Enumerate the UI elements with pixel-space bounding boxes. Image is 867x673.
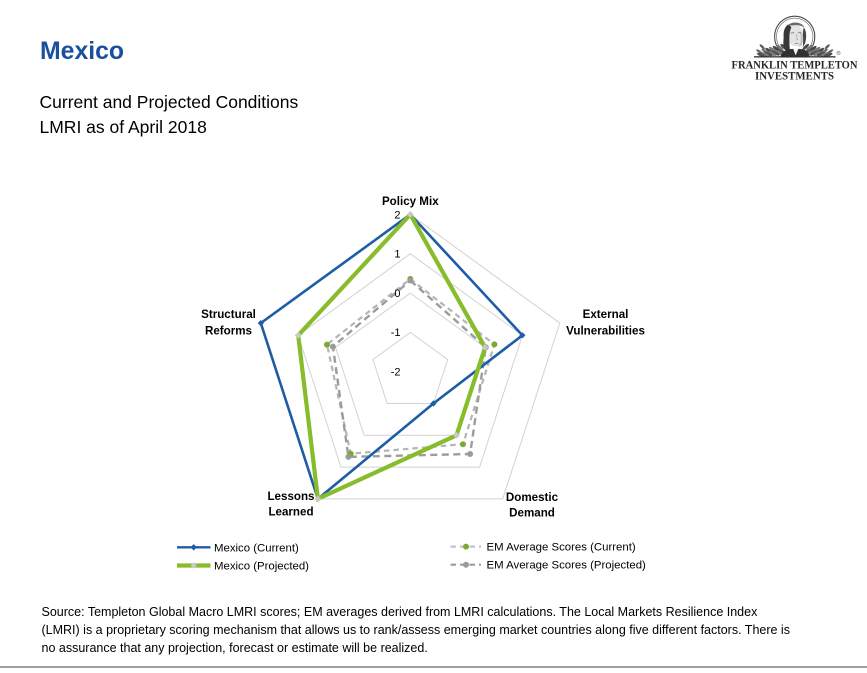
svg-text:External: External bbox=[583, 308, 629, 321]
svg-text:Learned: Learned bbox=[268, 506, 313, 519]
svg-text:EM Average Scores (Projected): EM Average Scores (Projected) bbox=[487, 560, 647, 572]
svg-text:Structural: Structural bbox=[201, 308, 256, 321]
svg-text:0: 0 bbox=[394, 288, 400, 300]
svg-text:Vulnerabilities: Vulnerabilities bbox=[566, 324, 645, 337]
svg-text:Lessons: Lessons bbox=[267, 490, 314, 503]
svg-text:Demand: Demand bbox=[509, 507, 555, 520]
svg-text:INVESTMENTS: INVESTMENTS bbox=[755, 70, 834, 82]
svg-text:EM Average Scores (Current): EM Average Scores (Current) bbox=[487, 542, 636, 554]
svg-text:-1: -1 bbox=[391, 327, 401, 339]
svg-text:Mexico (Projected): Mexico (Projected) bbox=[214, 561, 309, 573]
svg-text:®: ® bbox=[837, 50, 841, 57]
svg-text:FRANKLIN TEMPLETON: FRANKLIN TEMPLETON bbox=[732, 59, 859, 71]
svg-text:2: 2 bbox=[394, 209, 400, 221]
svg-text:Reforms: Reforms bbox=[205, 324, 252, 337]
svg-text:-2: -2 bbox=[391, 367, 401, 379]
svg-text:Policy Mix: Policy Mix bbox=[382, 195, 439, 208]
svg-text:1: 1 bbox=[394, 249, 400, 261]
svg-text:Mexico (Current): Mexico (Current) bbox=[214, 542, 299, 554]
svg-text:Domestic: Domestic bbox=[506, 491, 559, 504]
